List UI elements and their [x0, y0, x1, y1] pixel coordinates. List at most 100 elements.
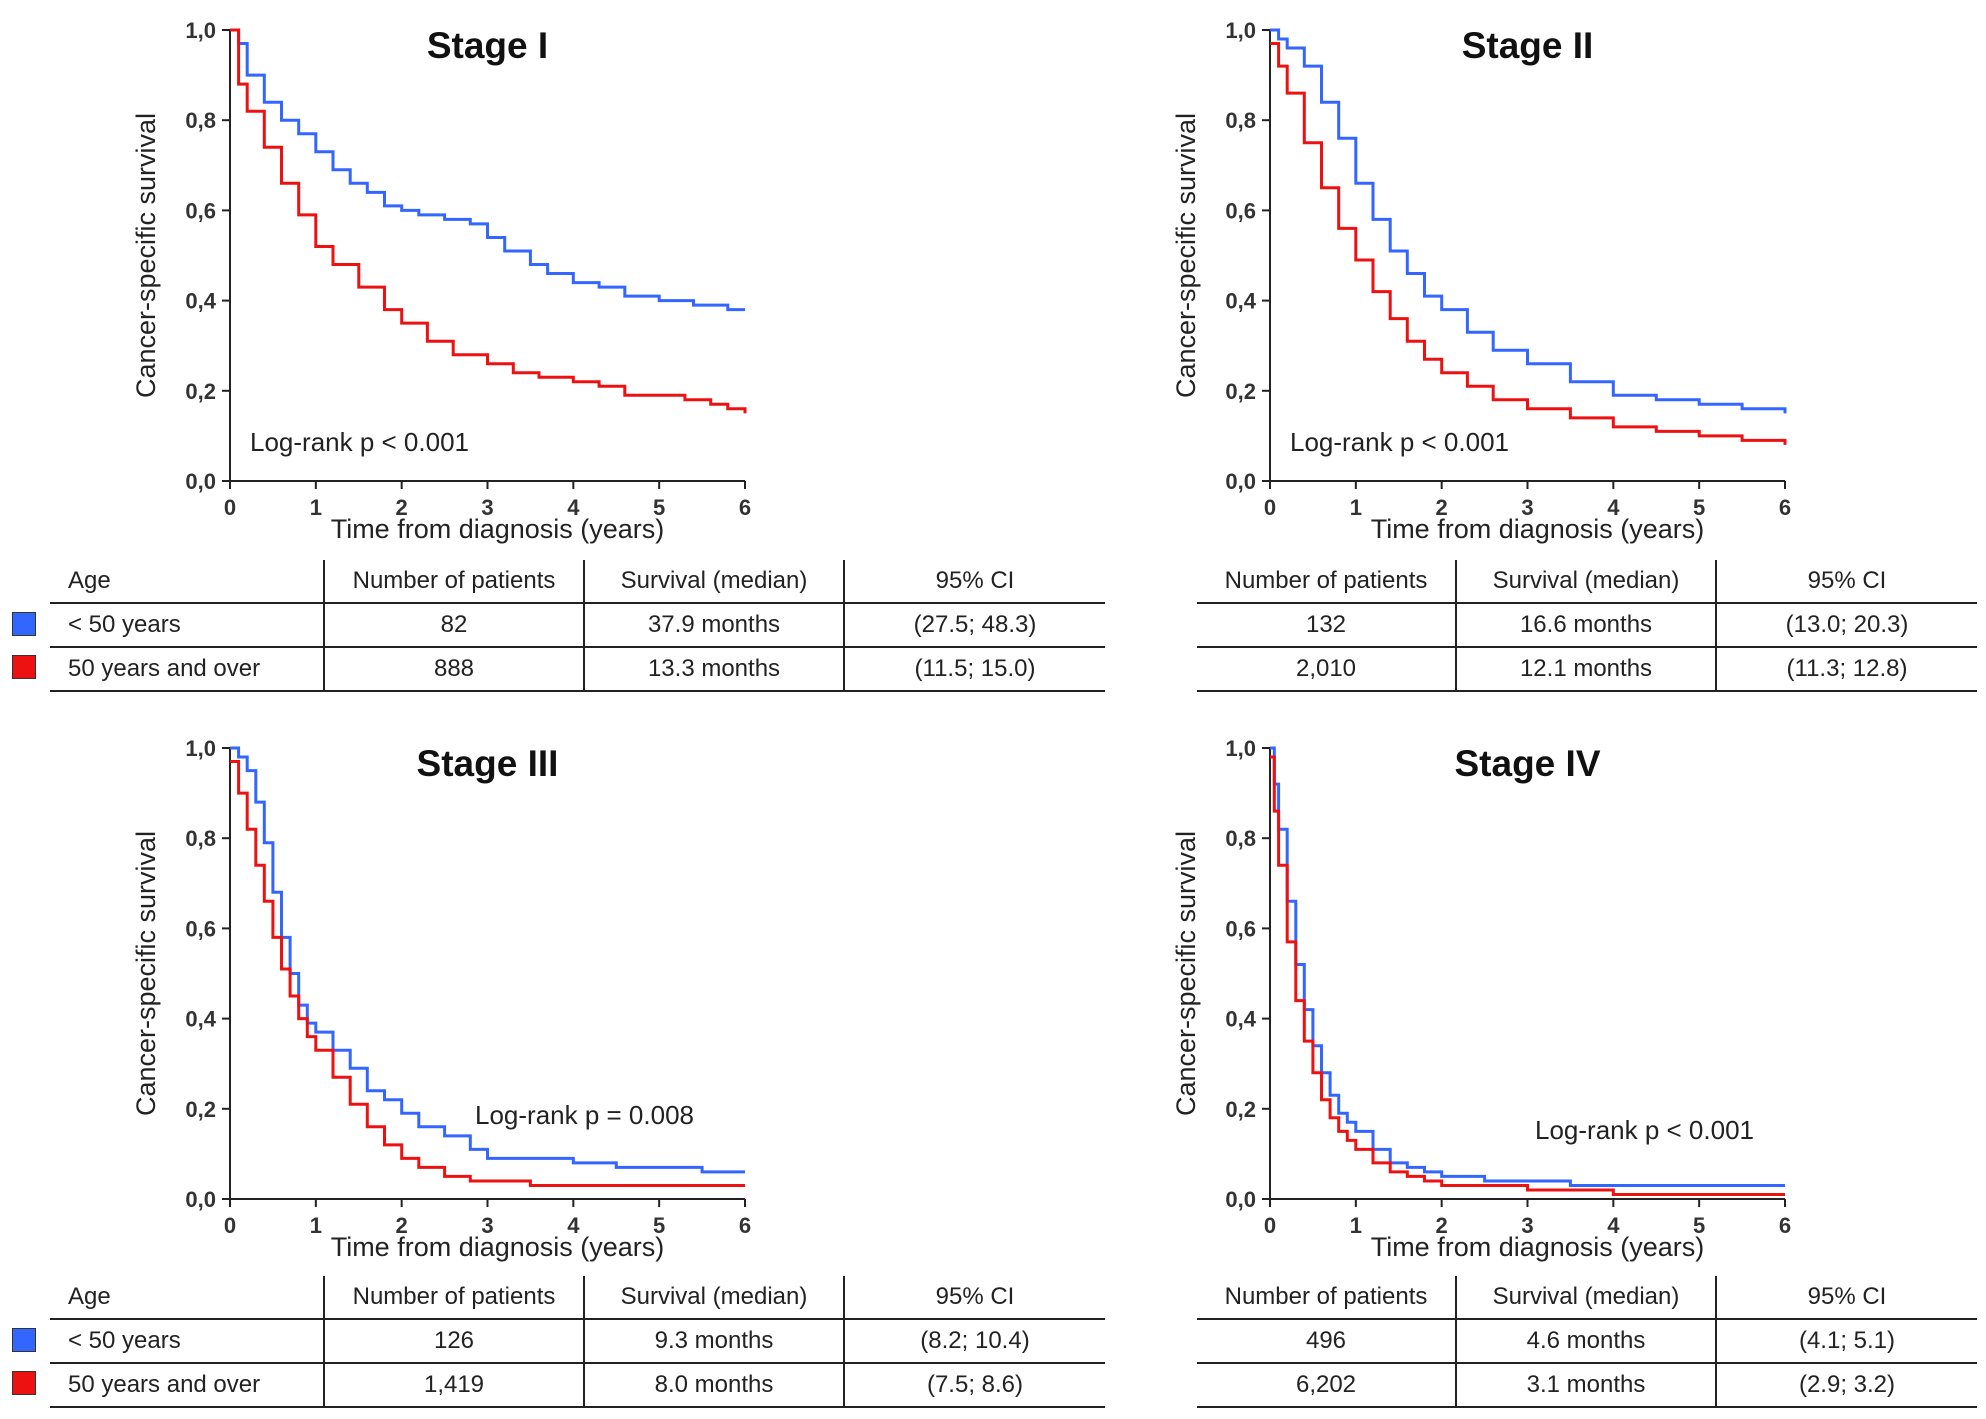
x-tick-label: 1: [310, 495, 322, 520]
x-tick-label: 0: [1264, 1213, 1276, 1238]
survival-header: Survival (median): [1455, 1276, 1716, 1320]
patients-header: Number of patients: [323, 560, 584, 604]
series-line-under-50: [1270, 746, 1785, 1187]
table-row: 50 years and over 1,419 8.0 months (7.5;…: [50, 1363, 1105, 1408]
patients-value: 1,419: [323, 1363, 584, 1408]
patients-value: 132: [1197, 603, 1456, 648]
y-axis-title: Cancer-specific survival: [131, 113, 161, 398]
y-tick-label: 0,4: [185, 1007, 216, 1032]
survival-header: Survival (median): [1455, 560, 1716, 604]
x-tick-label: 2: [396, 1213, 408, 1238]
patients-value: 82: [323, 603, 584, 648]
stage3-chart: 0,0 0,2 0,4 0,6 0,8 1,0 0 1 2 3 4 5 6 Time from diagn…: [131, 736, 751, 1262]
y-tick-label: 0,2: [1225, 1097, 1256, 1122]
y-tick-label: 0,2: [185, 379, 216, 404]
patients-header: Number of patients: [1197, 1276, 1456, 1320]
y-tick-label: 0,8: [185, 108, 216, 133]
table-row: 132 16.6 months (13.0; 20.3): [1197, 603, 1977, 648]
x-tick-label: 6: [739, 1213, 751, 1238]
stage1-table: Age Number of patients Survival (median)…: [50, 560, 1105, 692]
legend-swatch-old: [12, 655, 36, 679]
y-axis-title: Cancer-specific survival: [1171, 831, 1201, 1116]
x-tick-label: 1: [1350, 1213, 1362, 1238]
survival-value: 3.1 months: [1455, 1363, 1716, 1408]
group-label: < 50 years: [50, 603, 324, 648]
survival-value: 9.3 months: [583, 1319, 844, 1364]
chart-title: Stage IV: [1455, 743, 1601, 784]
ci-header: 95% CI: [1715, 560, 1977, 604]
stage1-chart: 0,0 0,2 0,4 0,6 0,8 1,0 0 1 2 3 4 5 6 Time from diagn…: [131, 18, 751, 544]
series-line-50-and-over: [230, 28, 747, 414]
ci-header: 95% CI: [1715, 1276, 1977, 1320]
ci-value: (11.3; 12.8): [1715, 647, 1977, 692]
y-axis-title: Cancer-specific survival: [131, 831, 161, 1116]
survival-value: 37.9 months: [583, 603, 844, 648]
survival-value: 13.3 months: [583, 647, 844, 692]
stage4-chart: 0,0 0,2 0,4 0,6 0,8 1,0 0 1 2 3 4 5 6 Time from diagn…: [1171, 736, 1791, 1262]
x-tick-label: 3: [1521, 1213, 1533, 1238]
x-axis-title: Time from diagnosis (years): [331, 1232, 665, 1262]
table-row: 496 4.6 months (4.1; 5.1): [1197, 1319, 1977, 1364]
y-tick-label: 0,4: [1225, 1007, 1256, 1032]
y-tick-label: 0,8: [1225, 108, 1256, 133]
series-line-50-and-over: [1270, 755, 1785, 1196]
x-tick-label: 4: [1607, 1213, 1620, 1238]
patients-value: 2,010: [1197, 647, 1456, 692]
table-row: 6,202 3.1 months (2.9; 3.2): [1197, 1363, 1977, 1408]
stage3-table: Age Number of patients Survival (median)…: [50, 1276, 1105, 1408]
y-tick-label: 0,6: [185, 916, 216, 941]
log-rank-annotation: Log-rank p < 0.001: [1535, 1115, 1754, 1145]
ci-header: 95% CI: [843, 1276, 1105, 1320]
table-row: 2,010 12.1 months (11.3; 12.8): [1197, 647, 1977, 692]
y-tick-label: 0,6: [1225, 198, 1256, 223]
x-tick-label: 4: [567, 1213, 580, 1238]
x-tick-label: 2: [1436, 1213, 1448, 1238]
stage2-table: Number of patients Survival (median) 95%…: [1197, 560, 1977, 692]
y-tick-label: 0,0: [1225, 1187, 1256, 1212]
x-tick-label: 2: [396, 495, 408, 520]
survival-value: 16.6 months: [1455, 603, 1716, 648]
x-tick-label: 5: [1693, 495, 1705, 520]
age-header: Age: [50, 1276, 324, 1320]
chart-title: Stage II: [1462, 25, 1594, 66]
x-axis-title: Time from diagnosis (years): [1371, 514, 1705, 544]
y-tick-label: 1,0: [185, 736, 216, 761]
y-tick-label: 0,0: [1225, 469, 1256, 494]
age-header: Age: [50, 560, 324, 604]
x-tick-label: 3: [1521, 495, 1533, 520]
y-tick-label: 0,6: [1225, 916, 1256, 941]
x-tick-label: 1: [310, 1213, 322, 1238]
x-tick-label: 0: [224, 1213, 236, 1238]
y-tick-label: 0,2: [185, 1097, 216, 1122]
ci-value: (7.5; 8.6): [843, 1363, 1105, 1408]
x-tick-label: 0: [224, 495, 236, 520]
y-tick-label: 0,4: [1225, 289, 1256, 314]
y-tick-label: 0,8: [185, 826, 216, 851]
survival-value: 8.0 months: [583, 1363, 844, 1408]
patients-value: 6,202: [1197, 1363, 1456, 1408]
x-tick-label: 0: [1264, 495, 1276, 520]
x-tick-label: 1: [1350, 495, 1362, 520]
x-tick-label: 3: [481, 495, 493, 520]
x-tick-label: 2: [1436, 495, 1448, 520]
patients-header: Number of patients: [323, 1276, 584, 1320]
legend-swatch-young: [12, 1328, 36, 1352]
stage2-chart: 0,0 0,2 0,4 0,6 0,8 1,0 0 1 2 3 4 5 6 Time from diagn…: [1171, 18, 1791, 544]
y-tick-label: 0,0: [185, 469, 216, 494]
x-tick-label: 6: [1779, 1213, 1791, 1238]
y-tick-label: 0,4: [185, 289, 216, 314]
ci-value: (2.9; 3.2): [1715, 1363, 1977, 1408]
x-tick-label: 6: [1779, 495, 1791, 520]
x-tick-label: 4: [1607, 495, 1620, 520]
y-tick-label: 0,2: [1225, 379, 1256, 404]
series-line-under-50: [1270, 28, 1787, 414]
chart-title: Stage I: [427, 25, 548, 66]
ci-value: (4.1; 5.1): [1715, 1319, 1977, 1364]
y-tick-label: 0,0: [185, 1187, 216, 1212]
series-line-50-and-over: [1270, 42, 1787, 445]
x-tick-label: 5: [653, 1213, 665, 1238]
legend-swatch-young: [12, 612, 36, 636]
y-tick-label: 1,0: [1225, 736, 1256, 761]
patients-value: 888: [323, 647, 584, 692]
x-tick-label: 4: [567, 495, 580, 520]
